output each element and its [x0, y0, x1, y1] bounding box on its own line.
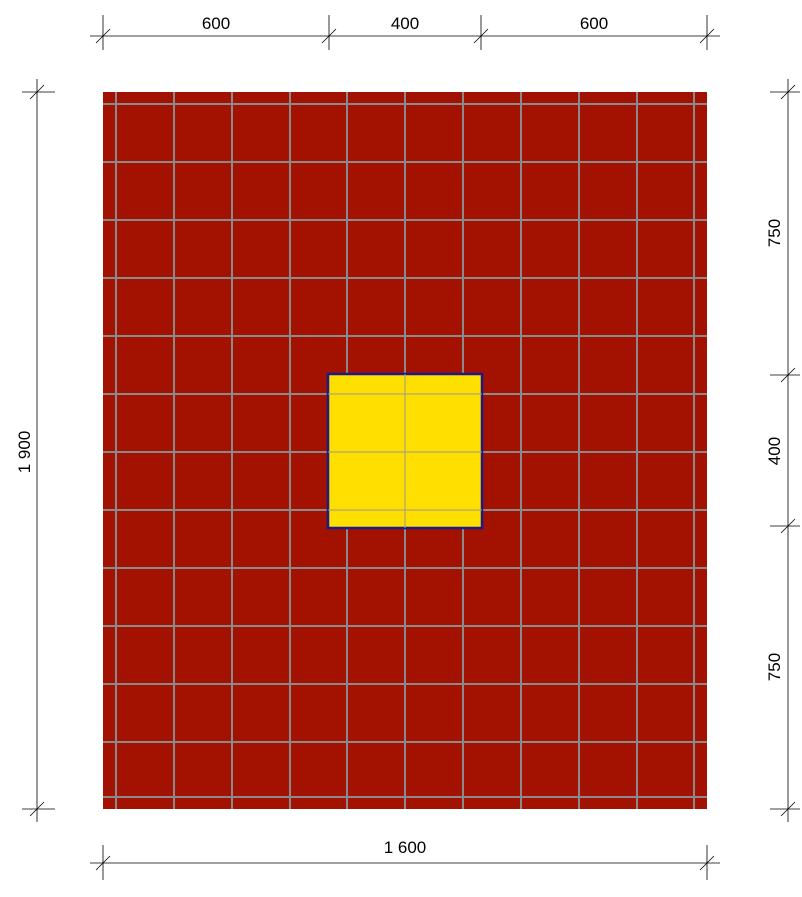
column-grid-lines — [328, 374, 482, 528]
horizontal-grid-lines — [103, 103, 707, 798]
dimension-tick — [780, 518, 796, 534]
dimension-label-top-middle: 400 — [391, 14, 419, 33]
vertical-grid-lines — [115, 92, 695, 809]
dimension-tick — [321, 28, 337, 44]
right-dimension-chain: 750 400 750 — [765, 79, 800, 822]
dimension-tick — [95, 28, 111, 44]
left-dimension-chain: 1 900 — [15, 79, 55, 822]
dimension-tick — [780, 801, 796, 817]
dimension-tick — [29, 84, 45, 100]
dimension-tick — [780, 367, 796, 383]
dimension-label-top-left: 600 — [202, 14, 230, 33]
mesh-grid — [103, 92, 707, 809]
dimension-tick — [95, 855, 111, 871]
dimension-label-top-right: 600 — [580, 14, 608, 33]
dimension-label-right-top: 750 — [765, 219, 784, 247]
dimension-label-right-bottom: 750 — [765, 653, 784, 681]
dimension-tick — [780, 84, 796, 100]
dimension-label-bottom: 1 600 — [384, 838, 427, 857]
dimension-tick — [699, 855, 715, 871]
dimension-label-right-middle: 400 — [765, 437, 784, 465]
top-dimension-chain: 600 400 600 — [90, 14, 720, 50]
dimension-label-left: 1 900 — [15, 431, 34, 474]
bottom-dimension-chain: 1 600 — [90, 838, 720, 880]
dimension-tick — [473, 28, 489, 44]
dimension-tick — [29, 801, 45, 817]
dimension-tick — [699, 28, 715, 44]
